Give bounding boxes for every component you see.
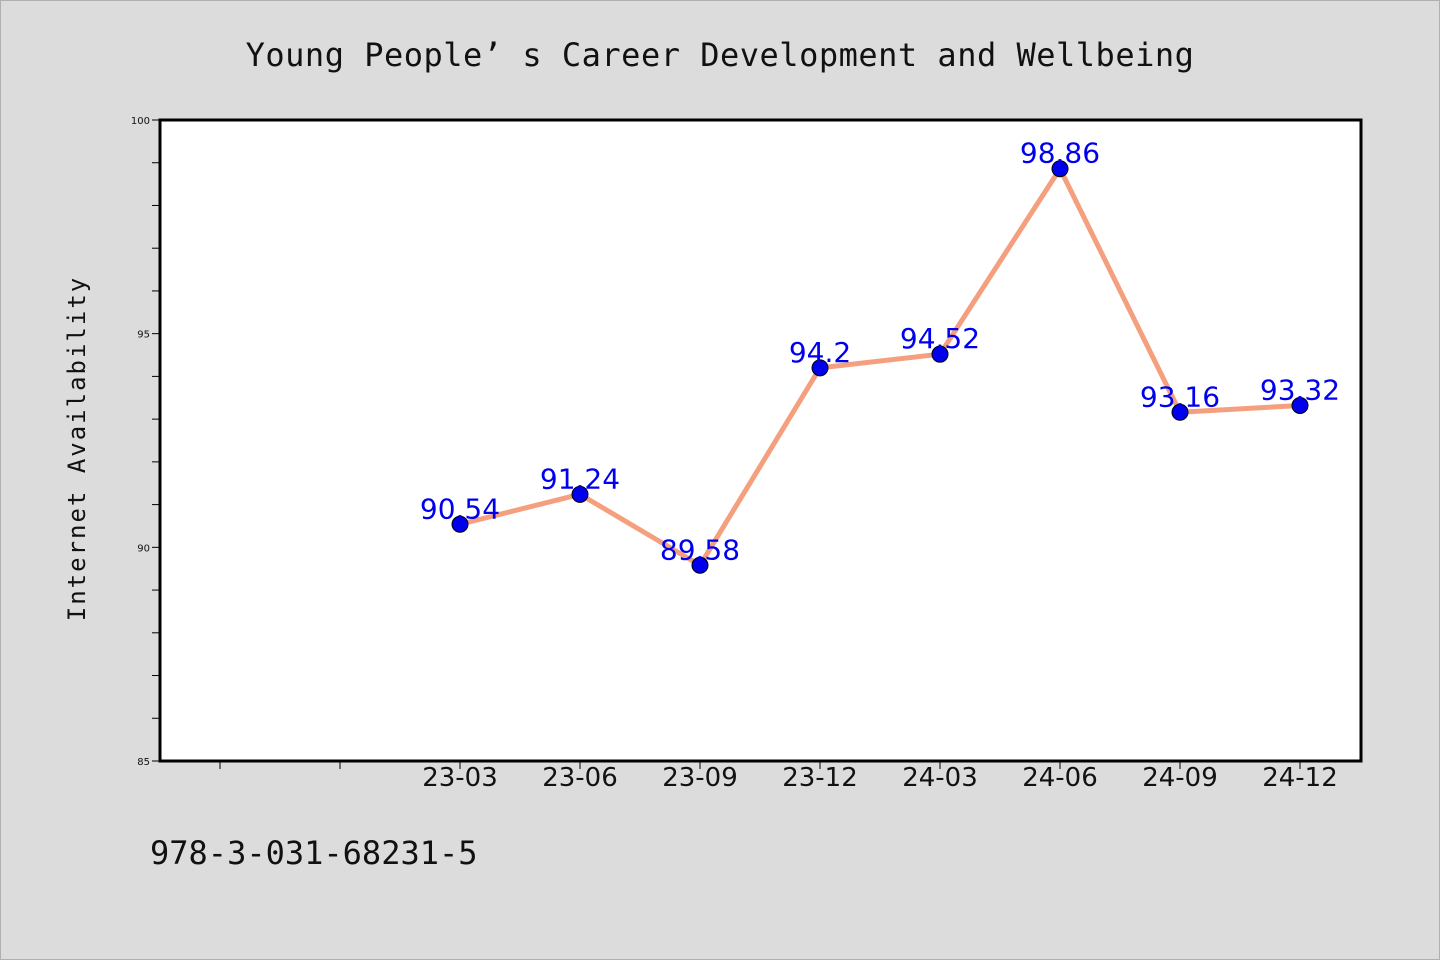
x-tick-label: 23-09 [662, 763, 738, 793]
plot-area [160, 120, 1361, 761]
x-tick-label: 24-06 [1022, 763, 1098, 793]
x-tick-label: 24-03 [902, 763, 978, 793]
data-label: 94.52 [900, 322, 980, 355]
y-tick-label: 90 [137, 543, 150, 554]
y-tick-label: 85 [137, 757, 150, 768]
x-tick-label: 24-12 [1262, 763, 1338, 793]
x-tick-label: 23-03 [422, 763, 498, 793]
x-tick-label: 23-12 [782, 763, 858, 793]
plot-border [158, 118, 1363, 763]
data-label: 91.24 [540, 462, 620, 495]
y-tick-label: 95 [137, 330, 150, 341]
y-axis-ticks: 85 90 95 100 [131, 116, 160, 768]
data-label: 94.2 [789, 336, 851, 369]
data-point [451, 515, 469, 533]
data-point [1051, 160, 1069, 178]
y-axis-title: Internet Availability [63, 276, 91, 621]
data-label: 93.32 [1260, 373, 1340, 406]
chart-title: Young People’ s Career Development and W… [245, 36, 1195, 74]
data-point [811, 359, 829, 377]
data-point [1291, 396, 1309, 414]
series-line [459, 166, 1301, 568]
data-point [931, 345, 949, 363]
x-axis-ticks: 23-03 23-06 23-09 23-12 24-03 24-06 24-09 24-12 [219, 761, 1338, 793]
footer-text: 978-3-031-68231-5 [150, 834, 478, 872]
x-tick-label: 24-09 [1142, 763, 1218, 793]
y-tick-label: 100 [131, 116, 150, 127]
data-label: 98.86 [1020, 137, 1100, 170]
data-point [1171, 403, 1189, 421]
data-label: 90.54 [420, 492, 500, 525]
data-point [571, 485, 589, 503]
data-label: 93.16 [1140, 380, 1220, 413]
data-label: 89.58 [660, 533, 740, 566]
x-tick-label: 23-06 [542, 763, 618, 793]
series-markers [451, 160, 1309, 574]
data-labels: 90.54 91.24 89.58 94.2 94.52 98.86 93.16 93.32 [420, 137, 1340, 567]
data-point [691, 556, 709, 574]
